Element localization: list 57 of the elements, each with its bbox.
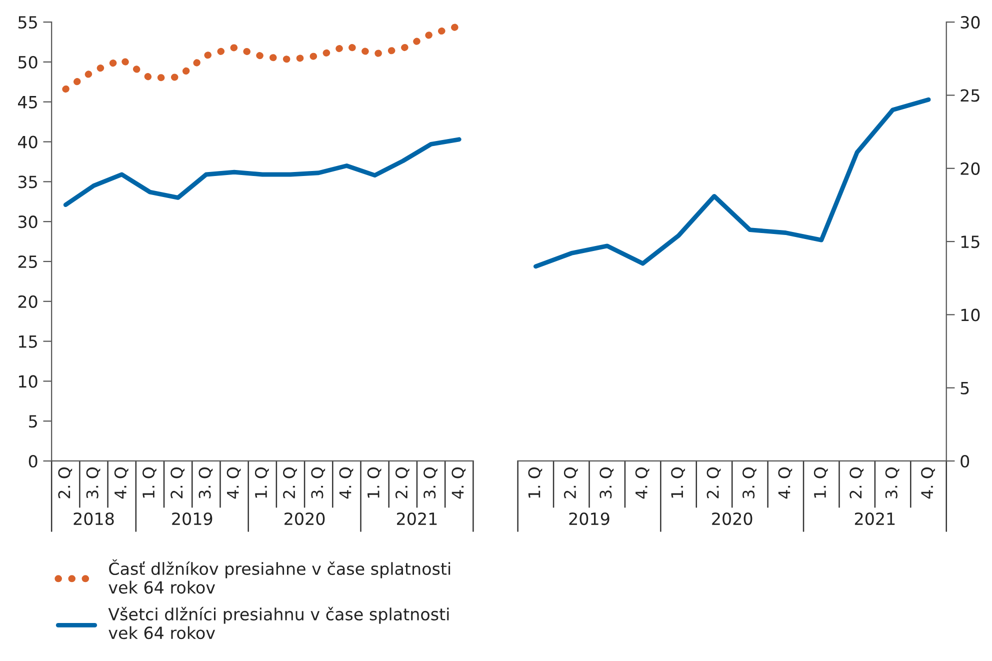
text: 2019 [172, 512, 212, 526]
y-tick-label: 40 [18, 136, 38, 148]
x-tick-label: 3. Q [424, 467, 438, 498]
x-tick-label: 2. Q [170, 467, 185, 498]
y-tick-label: 55 [18, 16, 37, 29]
y-tick-label: 15 [19, 335, 37, 348]
x-tick-label: 3. Q [600, 467, 614, 498]
x-tick-label: 1. Q [254, 467, 269, 498]
x-tick-label: 4. Q [778, 467, 792, 499]
x-tick-label: 1. Q [671, 467, 685, 498]
y2-tick-label: 0 [960, 454, 970, 468]
x-tick-label: 4. Q [226, 467, 241, 499]
y2-tick-label: 30 [960, 16, 980, 29]
x-tick-label: 3. Q [311, 467, 326, 498]
x-tick-label: 3. Q [86, 467, 100, 498]
text: 2020 [284, 512, 325, 526]
line-series [63, 137, 462, 208]
x-tick-label: 2. Q [58, 467, 72, 498]
y2-tick-label: 10 [961, 308, 980, 322]
x-tick-label: 2. Q [395, 467, 410, 498]
legend-label: Časť dlžníkov presiahne v čase splatnosti vek 64 rokov [108, 559, 450, 594]
x-tick-label: 1. Q [528, 467, 542, 498]
y-tick-label: 30 [18, 216, 38, 228]
y-tick-label: 0 [28, 454, 38, 468]
y-tick-label: 45 [18, 96, 37, 108]
x-tick-label: 4. Q [635, 467, 650, 499]
y-tick-label: 5 [29, 415, 37, 428]
y2-tick-label: 20 [960, 162, 980, 175]
x-tick-label: 1. Q [142, 467, 156, 498]
x-tick-label: 2. Q [850, 467, 864, 498]
legend-label: Všetci dlžníci presiahnu v čase splatnosti vek 64 rokov [108, 606, 449, 640]
y-tick-label: 50 [18, 56, 38, 69]
line-series [533, 97, 931, 269]
y-tick-label: 35 [18, 176, 37, 188]
x-tick-label: 3. Q [198, 467, 213, 498]
y2-tick-label: 15 [961, 236, 980, 248]
y-tick-label: 25 [18, 255, 37, 268]
x-tick-label: 2. Q [283, 467, 297, 498]
text: 2020 [712, 512, 752, 526]
x-tick-label: 4. Q [114, 467, 128, 499]
x-tick-label: 1. Q [367, 467, 382, 498]
text: 2019 [569, 512, 610, 526]
text: 2018 [74, 512, 114, 526]
x-tick-label: 3. Q [885, 467, 900, 498]
text: 2021 [854, 512, 895, 526]
x-tick-label: 1. Q [814, 467, 828, 498]
x-tick-label: 4. Q [452, 467, 466, 499]
x-tick-label: 2. Q [564, 467, 578, 498]
y2-tick-label: 5 [960, 382, 969, 394]
x-tick-label: 4. Q [339, 467, 354, 499]
y-tick-label: 20 [18, 295, 38, 308]
y2-tick-label: 25 [960, 89, 980, 102]
y-tick-label: 10 [19, 375, 38, 388]
x-tick-label: 4. Q [921, 467, 935, 499]
x-tick-label: 3. Q [742, 467, 756, 498]
text: 2021 [396, 512, 437, 526]
x-tick-label: 2. Q [706, 467, 721, 498]
